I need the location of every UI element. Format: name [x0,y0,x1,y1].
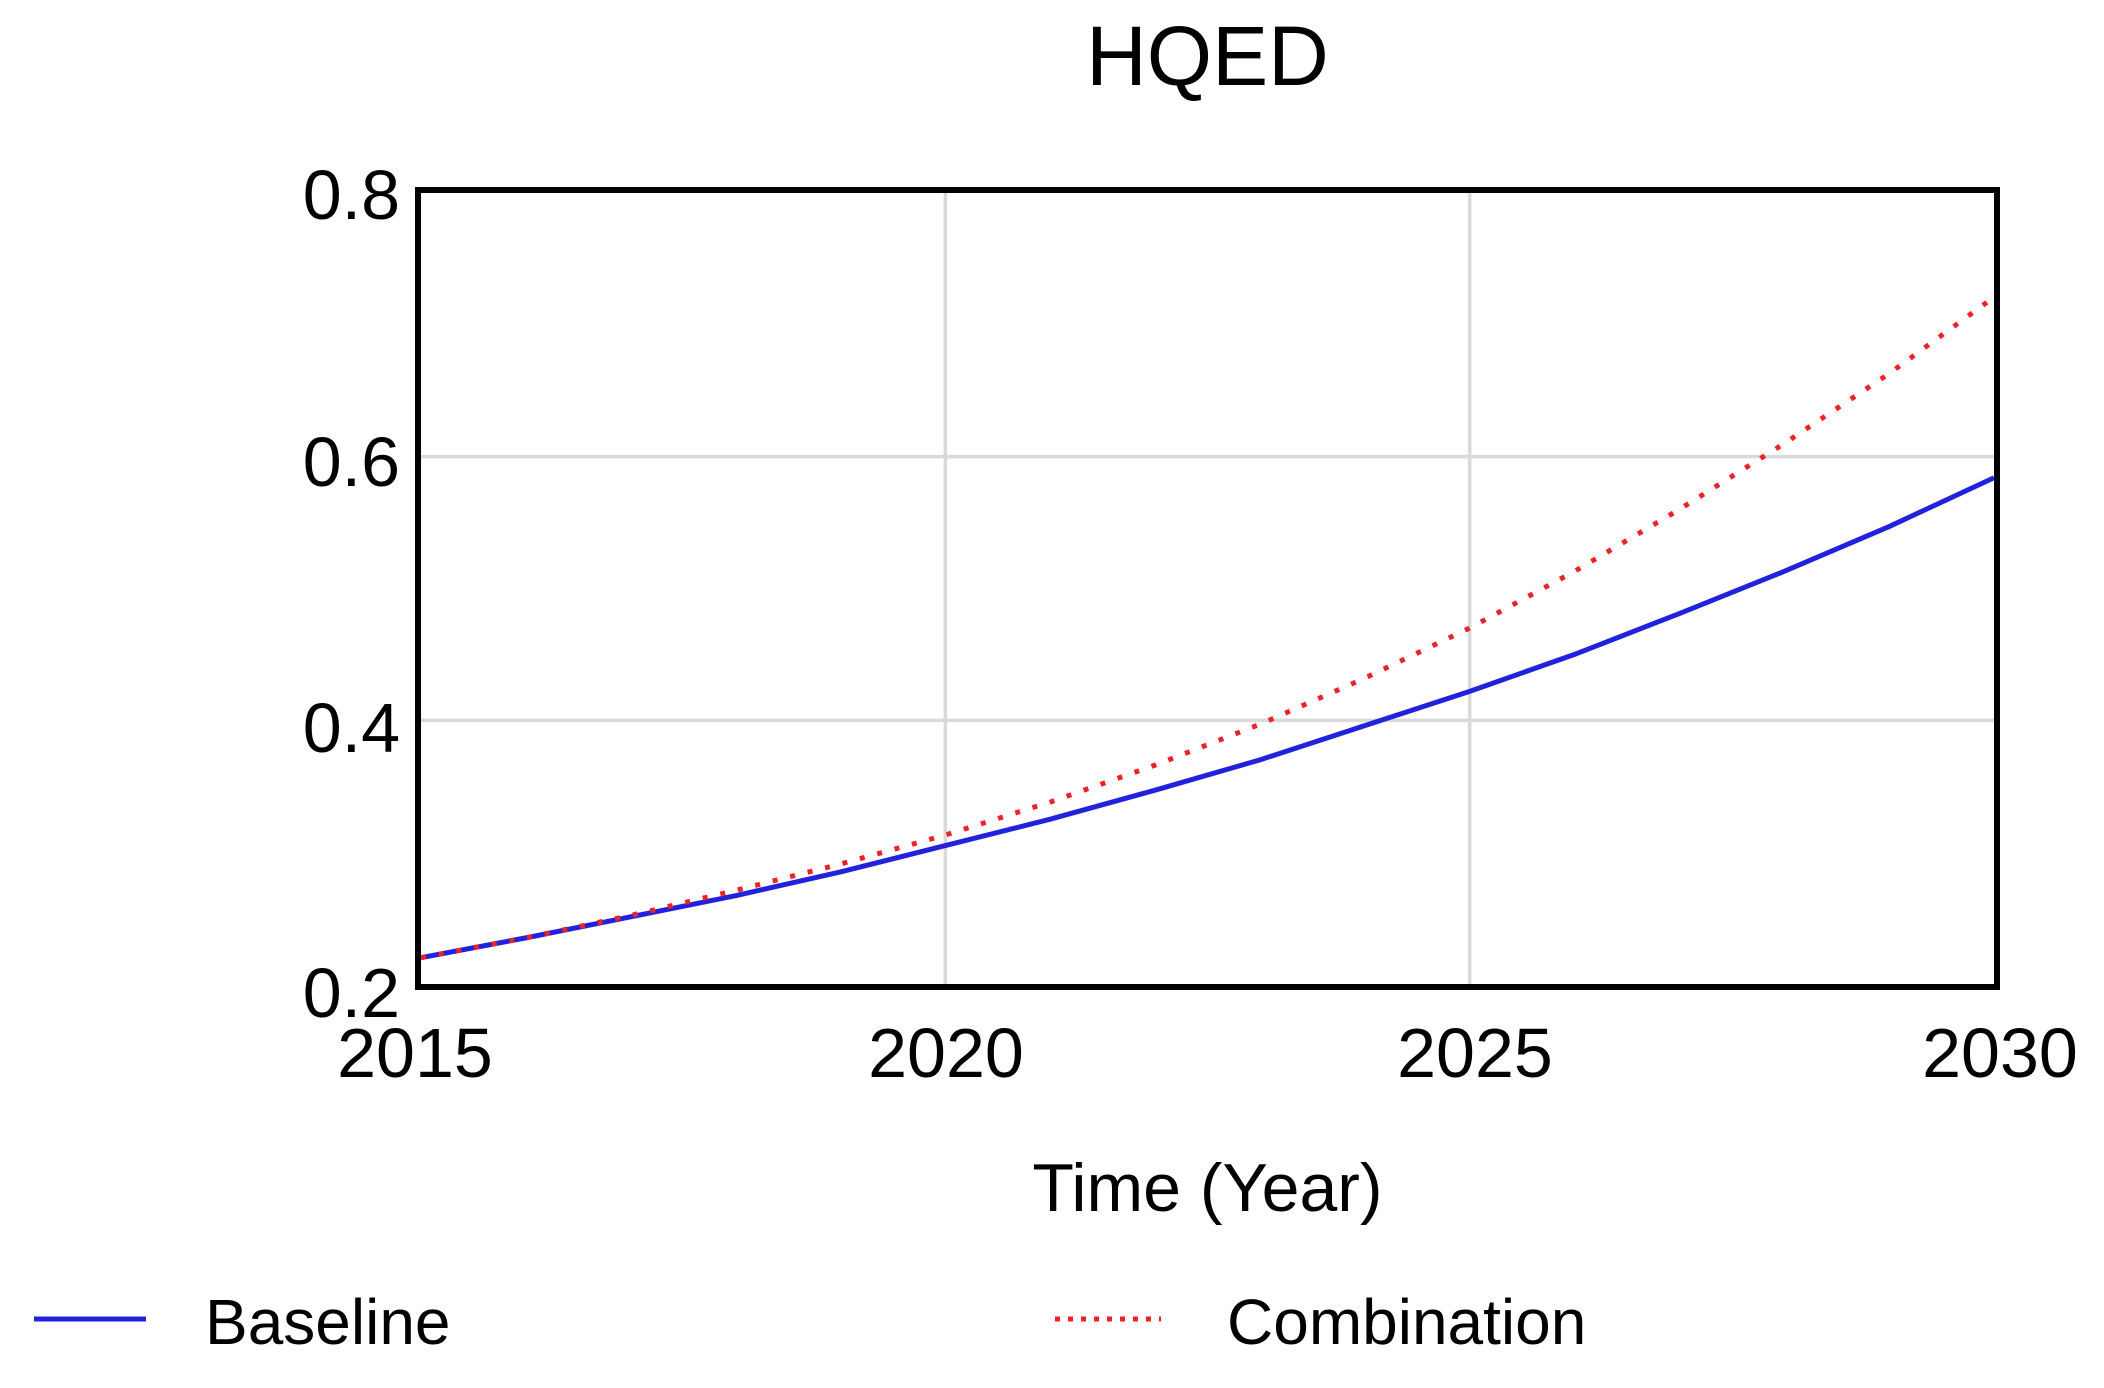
chart-title: HQED [1086,9,1329,103]
x-tick-label-2030: 2030 [1922,1014,2078,1092]
legend-item-baseline: Baseline [30,1268,530,1378]
legend-label-combination: Combination [1227,1286,1587,1358]
y-tick-label-0.4: 0.4 [302,689,400,767]
baseline-line-sample-icon [30,1312,150,1326]
x-axis-title: Time (Year) [1032,1150,1383,1226]
plot-svg [421,193,1994,984]
y-tick-label-0.8: 0.8 [302,156,400,234]
legend-item-combination: Combination [1048,1268,1668,1378]
legend-label-baseline: Baseline [205,1286,451,1358]
x-tick-label-2025: 2025 [1397,1014,1553,1092]
legend: Baseline Combination [0,1268,2104,1378]
y-tick-label-0.6: 0.6 [302,423,400,501]
y-tick-label-0.2: 0.2 [302,954,400,1032]
combination-dotted-line-sample-icon [1048,1312,1161,1326]
x-tick-label-2015: 2015 [337,1014,493,1092]
x-tick-label-2020: 2020 [868,1014,1024,1092]
plot-area [415,187,2000,990]
